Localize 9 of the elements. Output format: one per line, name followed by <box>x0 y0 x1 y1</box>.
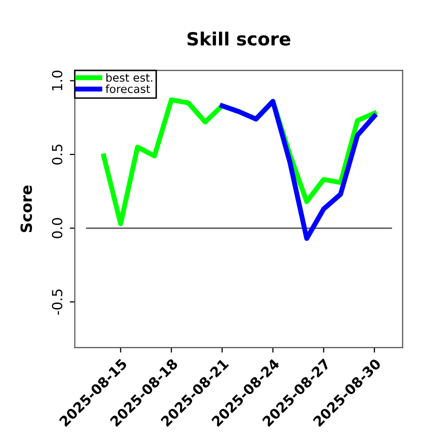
legend-label: forecast <box>106 84 150 94</box>
y-tick-label: 0.0 <box>52 218 62 238</box>
line-series <box>220 98 377 241</box>
y-tick-label: 0.5 <box>52 144 62 165</box>
legend-label: best est. <box>106 73 152 82</box>
y-tick-label: -0.5 <box>52 290 62 315</box>
chart-title: Skill score <box>188 32 290 46</box>
y-axis-title: Score <box>20 186 32 232</box>
y-tick-label: 1.0 <box>52 70 62 90</box>
